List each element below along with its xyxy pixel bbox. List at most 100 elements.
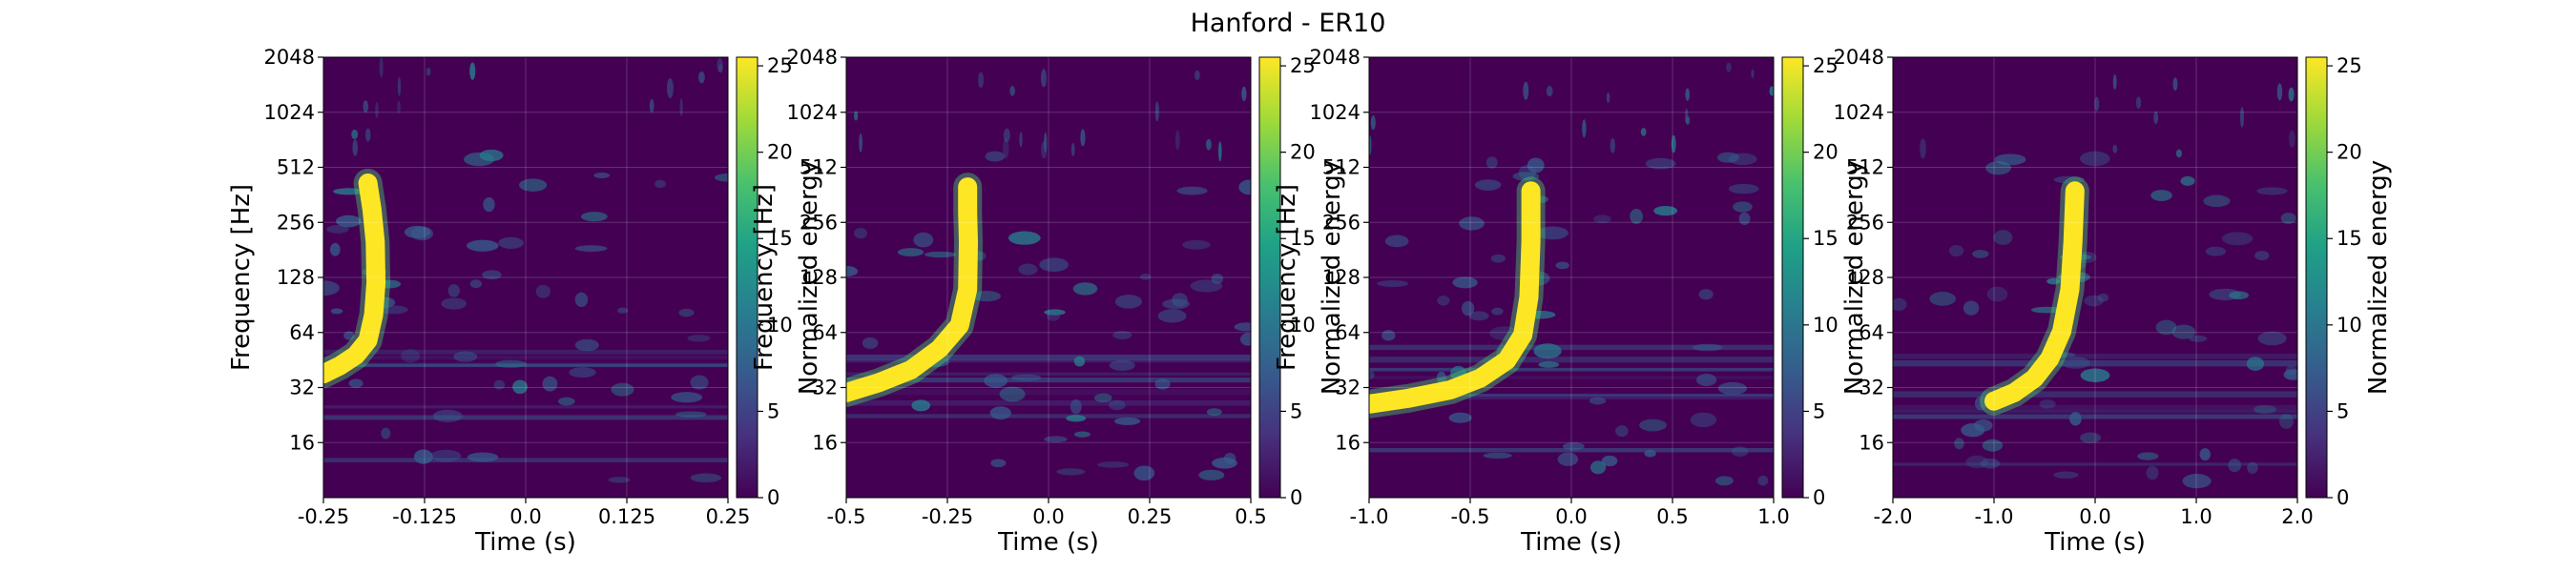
noise-blob [1212, 457, 1237, 469]
noise-blob [2180, 175, 2195, 186]
noise-blob [1965, 455, 1989, 469]
colorbar-tick-label: 10 [2337, 314, 2362, 337]
noise-blob [1448, 412, 1472, 423]
noise-blob [429, 449, 462, 462]
noise-blob [1993, 230, 2013, 245]
noise-blob [649, 98, 654, 113]
noise-blob [1369, 135, 1372, 155]
noise-blob [557, 397, 575, 406]
noise-band [323, 458, 728, 463]
noise-blob [1615, 425, 1629, 438]
y-tick-label: 1024 [1834, 101, 1884, 124]
noise-blob [1234, 322, 1251, 332]
noise-blob [2228, 459, 2242, 473]
noise-blob [1523, 81, 1529, 100]
noise-blob [2061, 357, 2090, 369]
noise-blob [1698, 289, 1714, 300]
noise-blob [495, 359, 527, 368]
noise-blob [697, 71, 705, 84]
noise-blob [687, 335, 711, 342]
noise-band [1893, 409, 2297, 414]
noise-blob [1751, 69, 1755, 78]
noise-blob [1695, 373, 1717, 387]
noise-blob [467, 452, 499, 462]
noise-blob [493, 379, 506, 390]
figure-title: Hanford - ER10 [1191, 9, 1386, 38]
y-tick-label: 64 [1335, 321, 1361, 344]
noise-blob [2246, 357, 2265, 371]
noise-blob [1653, 205, 1678, 216]
colorbar-tick-label: 10 [1290, 314, 1316, 337]
noise-blob [498, 236, 524, 249]
noise-texture [323, 57, 728, 483]
noise-blob [375, 102, 379, 118]
noise-blob [1157, 309, 1187, 323]
noise-band [1893, 354, 2297, 359]
noise-blob [1072, 282, 1098, 296]
x-tick-label: 0.0 [1555, 505, 1587, 528]
noise-texture [846, 69, 1251, 481]
noise-blob [1538, 361, 1560, 368]
x-tick-label: -0.25 [922, 505, 973, 528]
noise-blob [1437, 295, 1450, 306]
spectrogram-panel-1: 16 32 64 128 256 512 1024 2048 -0.25 -0.125 0.0 0.1… [227, 46, 823, 557]
colorbar-gradient [736, 56, 758, 499]
noise-blob [469, 279, 483, 289]
colorbar-tick-label: 25 [2337, 54, 2362, 77]
noise-blob [1640, 128, 1647, 136]
noise-blob [854, 228, 867, 239]
noise-blob [441, 297, 467, 310]
noise-blob [2239, 107, 2245, 128]
colorbar-tick-label: 5 [767, 399, 779, 422]
noise-blob [1109, 399, 1126, 411]
y-tick-label: 32 [812, 377, 838, 399]
noise-blob [1474, 179, 1502, 191]
noise-blob [1974, 419, 1993, 432]
y-tick-label: 64 [812, 321, 838, 344]
noise-blob [535, 284, 551, 298]
colorbar-tick-label: 20 [767, 141, 793, 164]
colorbar-tick-label: 0 [767, 486, 779, 509]
noise-blob [678, 308, 695, 317]
chirp-signal [1984, 181, 2085, 411]
y-tick-label: 16 [289, 431, 315, 454]
noise-blob [1555, 261, 1569, 270]
noise-blob [1974, 396, 1987, 411]
noise-blob [1377, 280, 1409, 288]
noise-blob [447, 284, 460, 297]
noise-blob [581, 212, 608, 222]
noise-blob [989, 406, 1011, 419]
noise-blob [1769, 86, 1774, 96]
noise-blob [1073, 431, 1091, 438]
noise-blob [1533, 343, 1562, 359]
x-tick-label: -0.25 [298, 505, 349, 528]
noise-blob [574, 292, 589, 308]
noise-blob [1527, 157, 1545, 174]
y-axis-label: Frequency [Hz] [1273, 184, 1301, 371]
noise-blob [1097, 461, 1130, 468]
x-tick-label: 0.0 [509, 505, 541, 528]
noise-band [323, 349, 728, 355]
noise-blob [1195, 70, 1200, 81]
noise-blob [1972, 250, 1989, 258]
noise-blob [352, 139, 359, 156]
colorbar: 0 5 10 15 20 25 Normalized energy [1781, 54, 1869, 509]
x-axis-label: Time (s) [2044, 528, 2146, 557]
noise-blob [466, 239, 499, 252]
x-tick-label: 0.25 [706, 505, 751, 528]
noise-blob [2175, 149, 2182, 158]
y-tick-label: 64 [1859, 321, 1884, 344]
noise-blob [990, 459, 1007, 468]
noise-blob [2137, 452, 2159, 460]
plot-background [846, 57, 1251, 498]
noise-blob [2199, 448, 2211, 461]
noise-blob [1206, 408, 1222, 417]
y-tick-label: 128 [800, 266, 838, 289]
noise-blob [1986, 286, 2008, 302]
noise-blob [859, 133, 862, 153]
noise-blob [690, 375, 709, 390]
noise-blob [397, 100, 401, 113]
noise-blob [542, 376, 558, 392]
x-tick-label: -0.5 [827, 505, 866, 528]
